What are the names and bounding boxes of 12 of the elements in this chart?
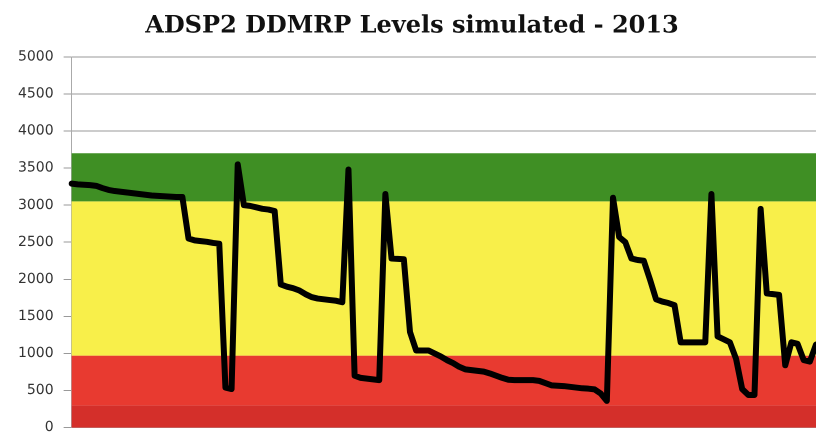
y-tick-label: 2500 [18,234,54,250]
y-tick-label: 4000 [18,122,54,139]
y-tick-label: 500 [26,382,54,398]
y-tick-label: 5000 [18,48,54,64]
chart-title: ADSP2 DDMRP Levels simulated - 2013 [144,10,679,39]
y-tick-label: 4500 [18,86,54,102]
y-tick-label: 1000 [18,345,54,362]
y-tick-label: 2000 [18,270,54,287]
y-tick-label: 0 [44,419,54,436]
y-tick-label: 3500 [18,160,54,176]
y-tick-label: 1500 [18,308,54,324]
y-tick-label: 3000 [18,196,54,213]
